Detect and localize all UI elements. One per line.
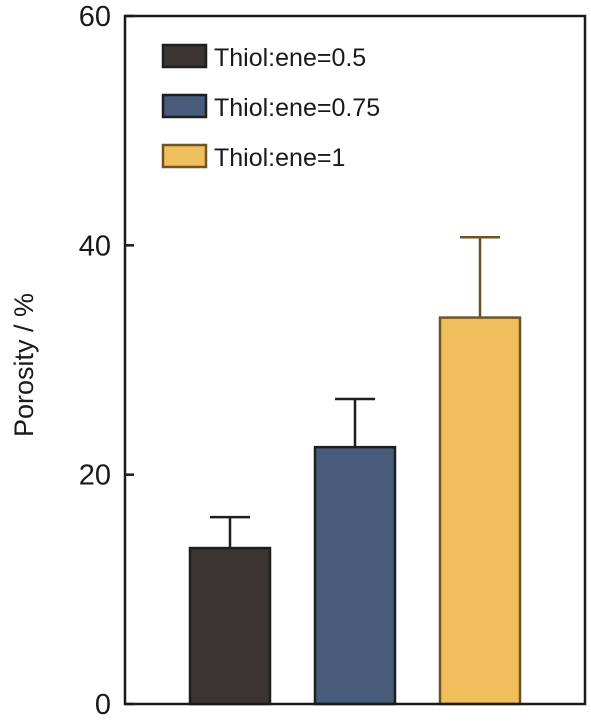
bar <box>438 316 522 706</box>
bar <box>313 445 397 706</box>
y-tick-label: 60 <box>79 1 111 33</box>
legend-swatch <box>161 143 208 169</box>
y-axis-label: Porosity / % <box>9 293 39 437</box>
legend-label: Thiol:ene=0.5 <box>214 44 366 72</box>
y-tick-label: 40 <box>79 230 111 262</box>
y-tick-label: 20 <box>79 460 111 492</box>
legend-label: Thiol:ene=1 <box>214 144 345 172</box>
legend-swatch <box>161 43 208 69</box>
legend-swatch <box>161 93 208 119</box>
error-bars-group <box>210 236 500 549</box>
plot-frame <box>123 14 587 706</box>
legend-label: Thiol:ene=0.75 <box>214 94 380 122</box>
legend: Thiol:ene=0.5 Thiol:ene=0.75 Thiol:ene=1 <box>161 43 380 172</box>
y-tick-label: 0 <box>95 689 111 721</box>
bars-group <box>188 316 522 706</box>
y-axis-ticks: 0 20 40 60 <box>79 1 134 721</box>
bar <box>188 546 272 706</box>
